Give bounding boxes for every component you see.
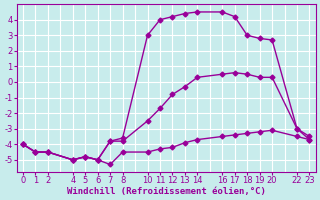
X-axis label: Windchill (Refroidissement éolien,°C): Windchill (Refroidissement éolien,°C) [67, 187, 266, 196]
